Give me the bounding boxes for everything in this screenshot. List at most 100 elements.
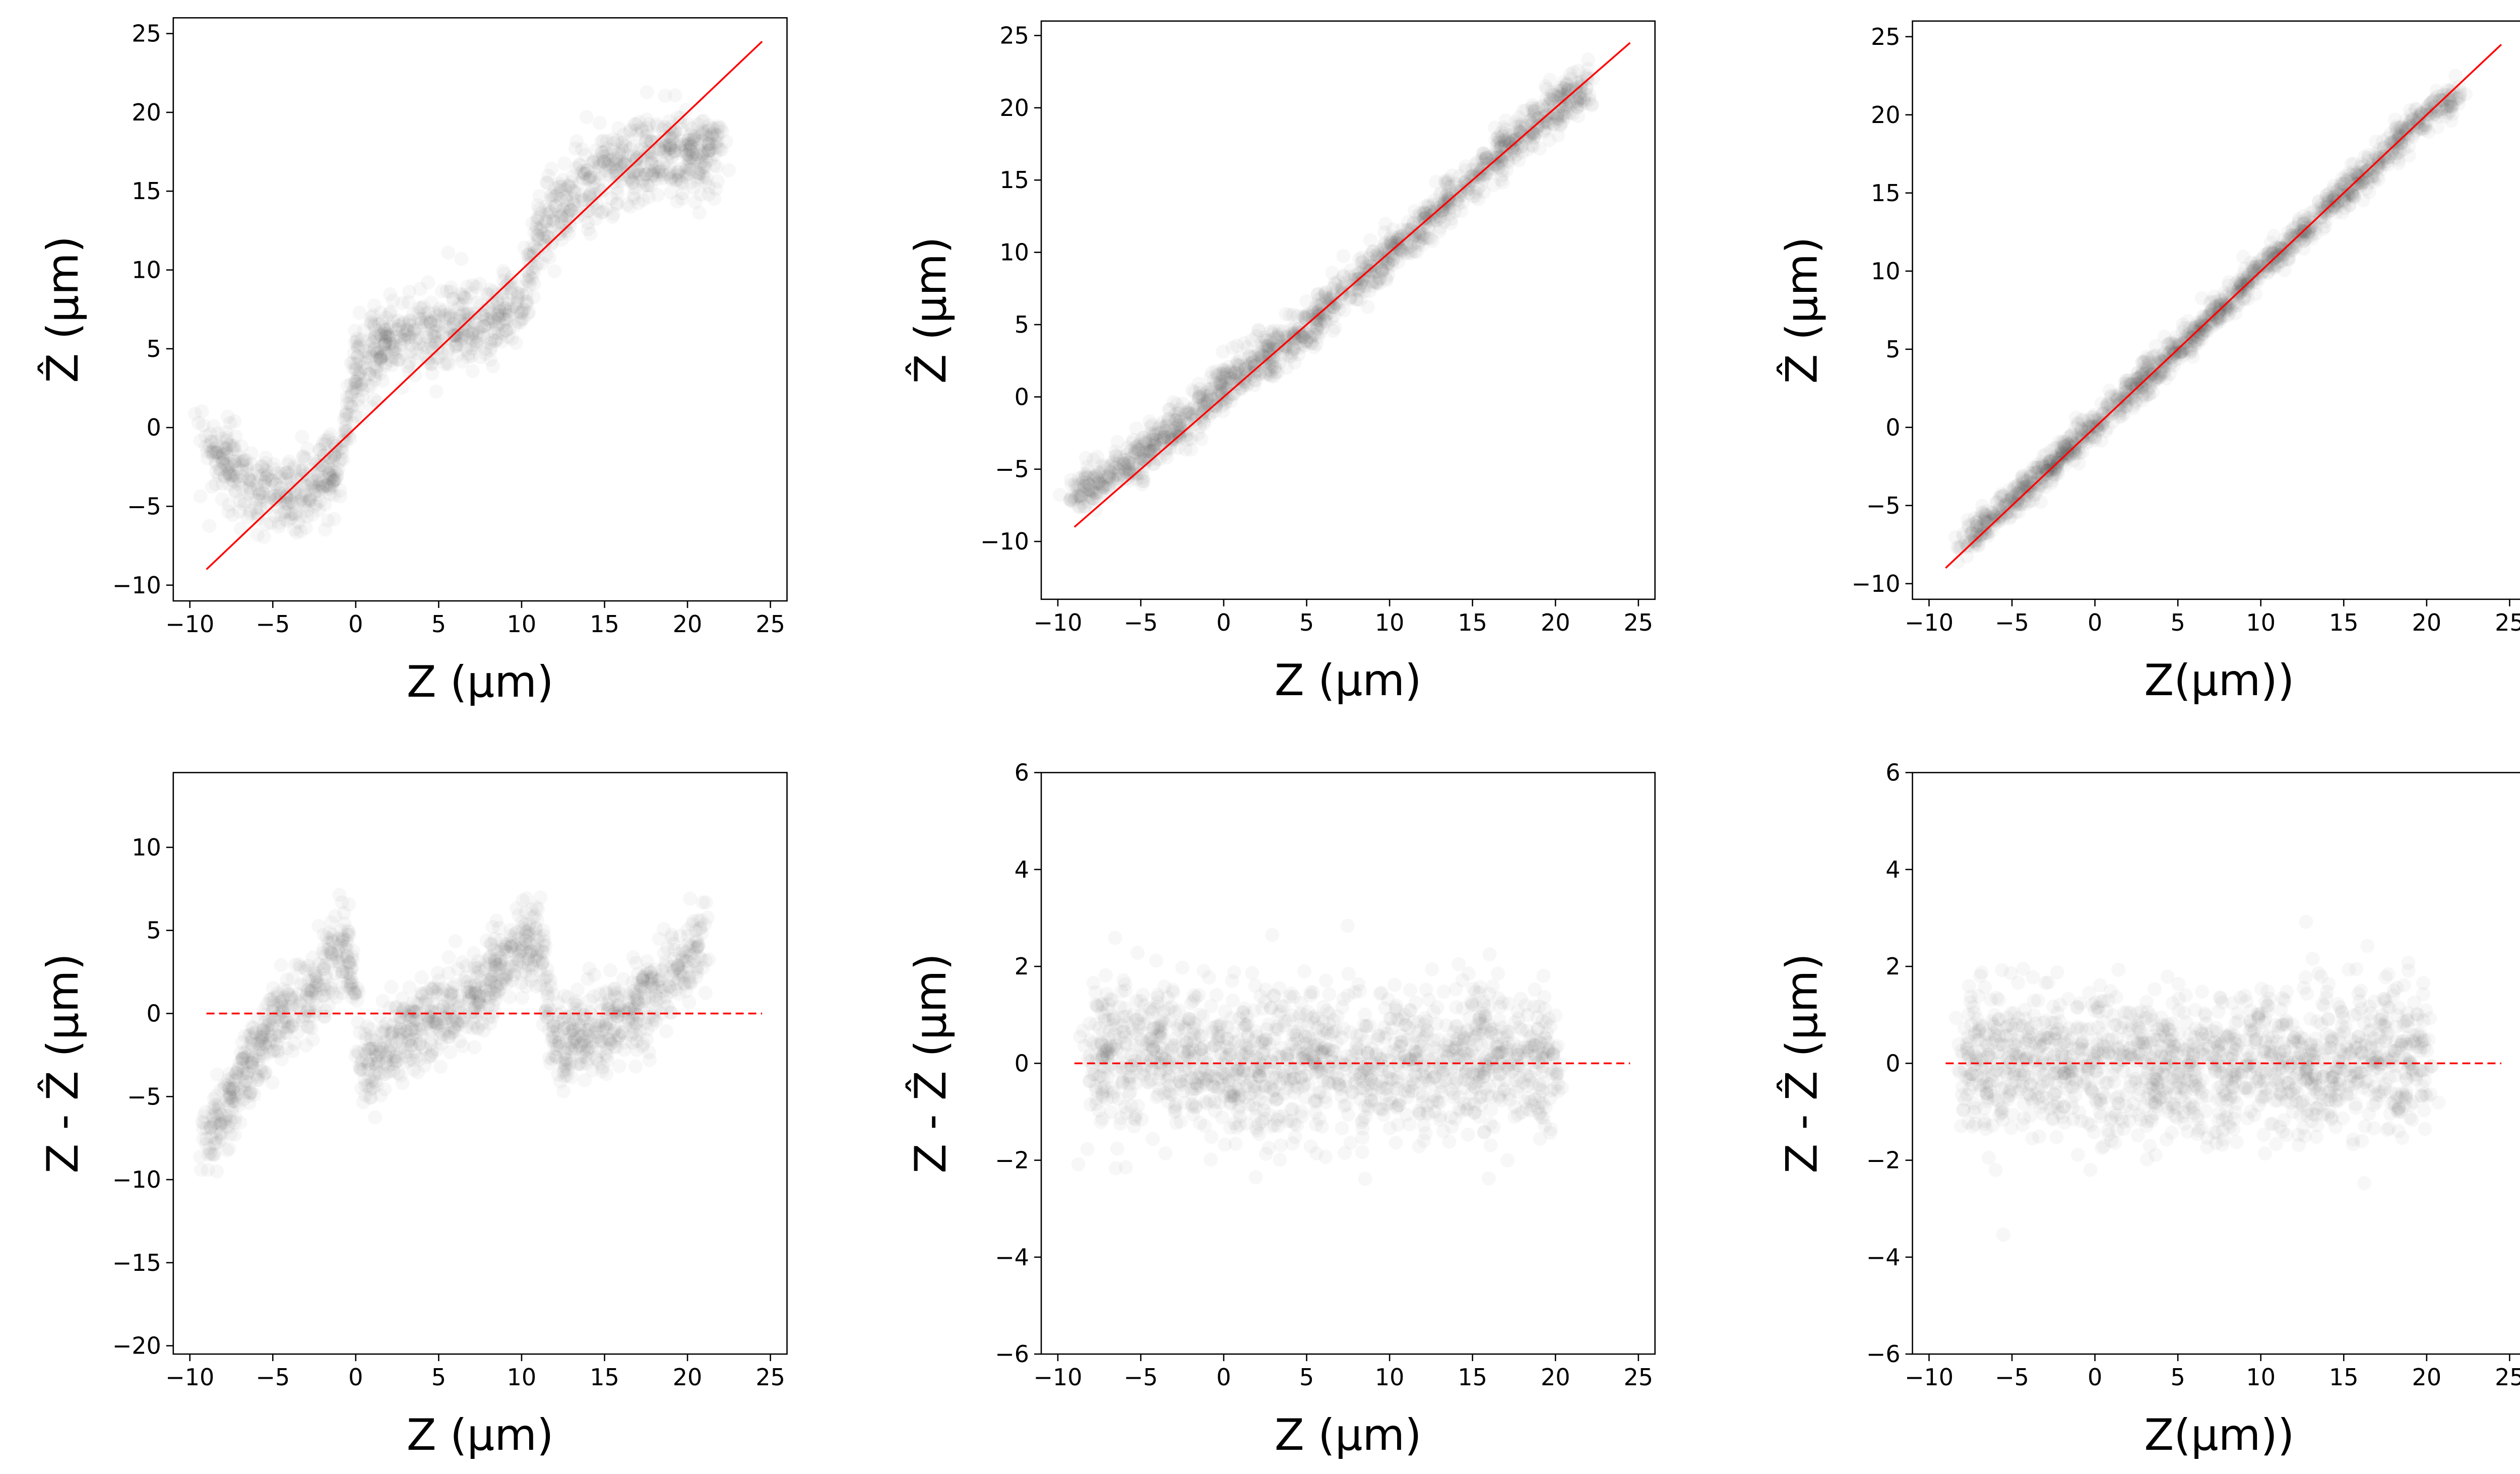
scatter-point <box>209 457 223 471</box>
scatter-point <box>464 349 479 363</box>
scatter-point <box>1948 530 1963 544</box>
scatter-point <box>1201 393 1216 407</box>
scatter-point <box>227 414 242 428</box>
scatter-point <box>313 494 328 509</box>
scatter-point <box>484 306 498 321</box>
scatter-point <box>645 169 659 183</box>
scatter-point <box>1145 417 1159 432</box>
scatter-point <box>1180 404 1195 419</box>
scatter-point <box>1148 439 1162 454</box>
scatter-point <box>1550 108 1565 122</box>
scatter-point <box>1169 406 1184 420</box>
scatter-point <box>1384 235 1399 250</box>
scatter-point <box>348 335 362 349</box>
scatter-point <box>1285 346 1299 360</box>
scatter-point <box>1551 87 1566 101</box>
scatter-point <box>1107 460 1122 475</box>
scatter-point <box>253 501 268 516</box>
scatter-point <box>1525 125 1540 140</box>
scatter-point <box>2126 377 2140 391</box>
axes-frame <box>1040 20 1656 600</box>
x-tick-label: 20 <box>2412 609 2442 636</box>
scatter-point <box>279 489 294 504</box>
scatter-point <box>1960 549 1974 564</box>
scatter-point <box>288 506 302 520</box>
scatter-point <box>361 378 376 393</box>
scatter-point <box>481 312 495 327</box>
scatter-point <box>2390 146 2405 161</box>
scatter-point <box>268 488 282 503</box>
scatter-point <box>539 229 554 244</box>
scatter-point <box>1120 457 1135 471</box>
scatter-point <box>1261 343 1275 357</box>
scatter-point <box>1571 97 1586 111</box>
scatter-point <box>1407 244 1422 259</box>
scatter-point <box>1489 147 1504 161</box>
scatter-point <box>474 320 488 335</box>
scatter-point <box>1157 423 1172 438</box>
scatter-point <box>1248 374 1263 388</box>
scatter-point <box>464 325 479 339</box>
scatter-point <box>1129 446 1144 461</box>
scatter-point <box>2134 380 2149 395</box>
scatter-point <box>389 330 404 344</box>
scatter-point <box>310 468 325 482</box>
scatter-point <box>395 381 409 395</box>
scatter-point <box>1278 338 1293 353</box>
scatter-point <box>532 211 546 226</box>
scatter-point <box>279 465 294 480</box>
scatter-point <box>393 338 408 352</box>
scatter-point <box>419 312 434 326</box>
scatter-point <box>367 334 382 348</box>
scatter-point <box>204 445 218 460</box>
scatter-point <box>1553 108 1568 122</box>
scatter-point <box>1209 399 1223 414</box>
scatter-point <box>1230 363 1245 378</box>
scatter-point <box>396 315 411 330</box>
scatter-point <box>458 313 472 328</box>
scatter-point <box>670 194 684 209</box>
scatter-point <box>683 144 698 158</box>
scatter-point <box>204 435 218 449</box>
scatter-point <box>384 319 398 334</box>
scatter-point <box>533 223 548 237</box>
scatter-point <box>402 355 417 370</box>
scatter-point <box>2191 325 2206 339</box>
scatter-point <box>1515 117 1530 132</box>
scatter-point <box>609 168 623 183</box>
scatter-point <box>614 154 629 169</box>
scatter-point <box>698 160 712 174</box>
scatter-point <box>367 317 382 331</box>
scatter-point <box>1185 383 1200 398</box>
scatter-point <box>350 384 364 399</box>
scatter-point <box>1126 433 1141 447</box>
scatter-point <box>566 183 581 198</box>
scatter-point <box>1388 235 1403 250</box>
scatter-point <box>685 133 700 147</box>
scatter-point <box>256 478 271 493</box>
scatter-point <box>604 191 618 206</box>
scatter-point <box>578 166 592 181</box>
scatter-point <box>1581 52 1595 67</box>
scatter-point <box>476 319 491 334</box>
scatter-point <box>1515 145 1530 159</box>
scatter-point <box>378 358 393 373</box>
scatter-point <box>1309 323 1324 338</box>
scatter-point <box>397 328 411 343</box>
scatter-point <box>2093 412 2107 426</box>
scatter-point <box>403 345 418 359</box>
scatter-point <box>327 464 342 478</box>
scatter-point <box>281 465 295 480</box>
scatter-point <box>1257 338 1272 353</box>
scatter-point <box>2092 413 2107 428</box>
scatter-point <box>1441 172 1456 187</box>
scatter-point <box>1269 365 1283 380</box>
scatter-points <box>193 887 716 1179</box>
scatter-point <box>1391 236 1405 251</box>
scatter-point <box>1228 366 1242 381</box>
scatter-point <box>1152 421 1166 436</box>
scatter-point <box>554 215 569 230</box>
scatter-point <box>549 189 563 204</box>
scatter-point <box>1101 468 1116 482</box>
scatter-point <box>616 157 631 172</box>
